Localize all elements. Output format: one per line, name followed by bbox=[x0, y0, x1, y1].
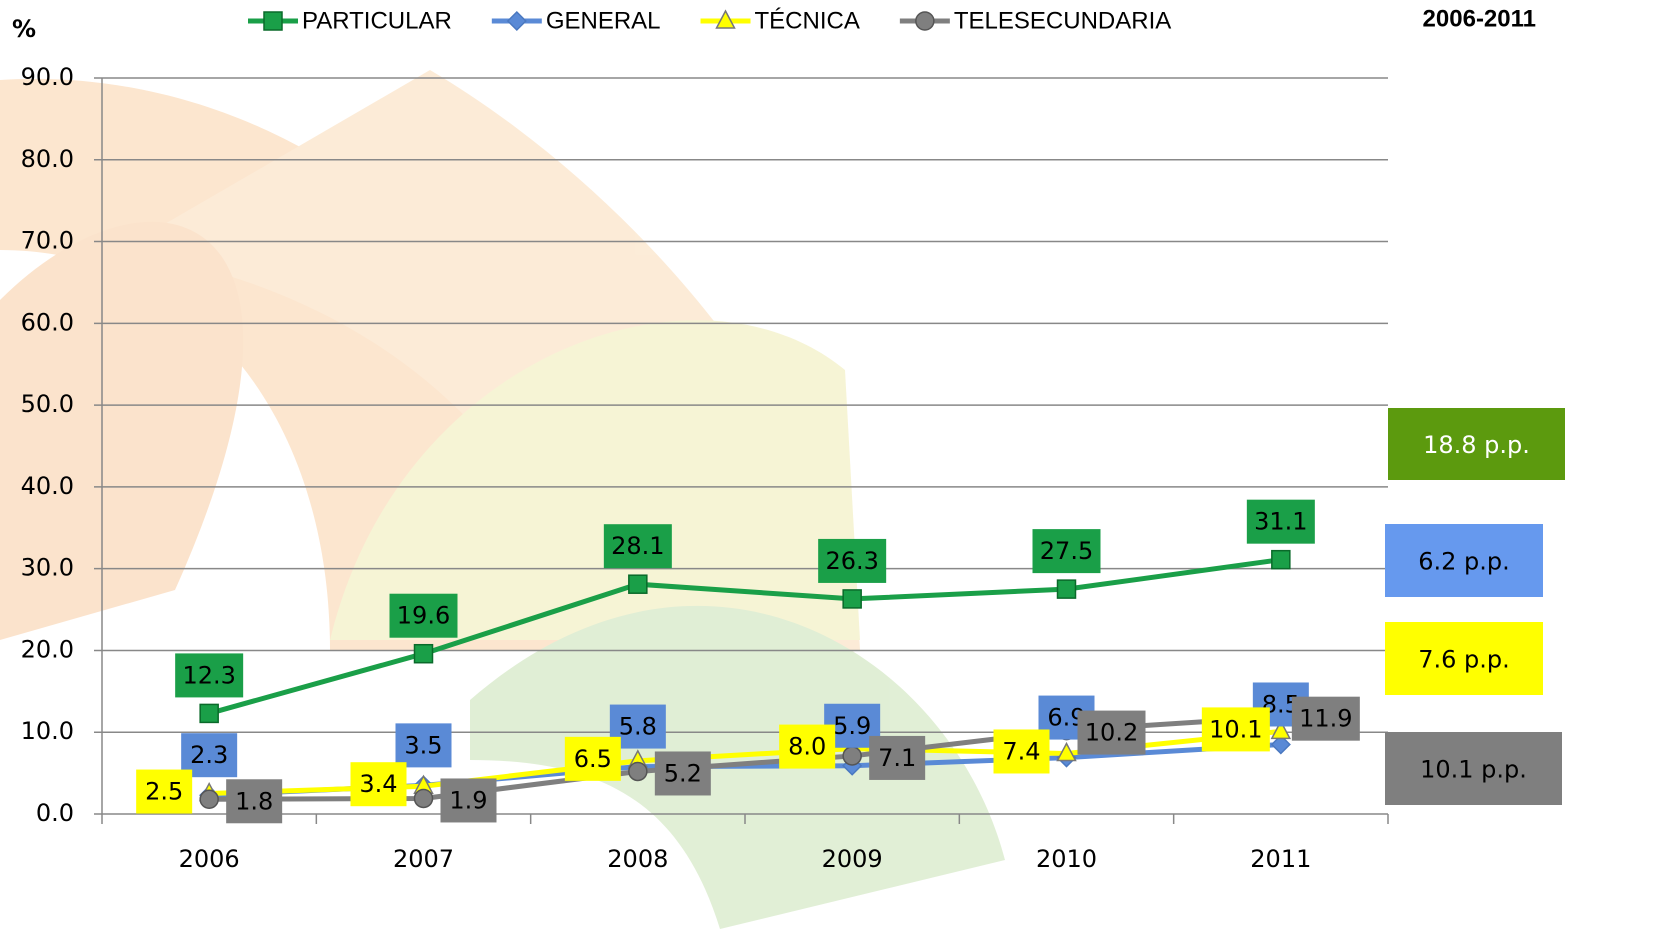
data-label: 26.3 bbox=[825, 547, 878, 575]
x-tick-label: 2008 bbox=[607, 845, 668, 873]
data-label: 5.8 bbox=[619, 713, 657, 741]
data-label: 28.1 bbox=[611, 532, 664, 560]
data-label: 5.9 bbox=[833, 712, 871, 740]
y-axis-label: % bbox=[12, 15, 36, 43]
y-tick-label: 40.0 bbox=[21, 472, 74, 500]
legend-label: PARTICULAR bbox=[302, 7, 452, 34]
marker bbox=[843, 747, 861, 765]
data-label: 3.5 bbox=[404, 731, 442, 759]
y-tick-label: 60.0 bbox=[21, 308, 74, 336]
x-tick-label: 2009 bbox=[822, 845, 883, 873]
legend-marker bbox=[916, 12, 934, 30]
data-label: 27.5 bbox=[1040, 537, 1093, 565]
legend: PARTICULAR GENERAL TÉCNICA TELESECUNDARIA bbox=[248, 7, 1171, 34]
data-label: 1.8 bbox=[235, 787, 273, 815]
legend-label: TELESECUNDARIA bbox=[954, 7, 1171, 34]
marker bbox=[843, 590, 861, 608]
data-label: 8.0 bbox=[788, 733, 826, 761]
legend-marker bbox=[508, 12, 526, 30]
data-label: 1.9 bbox=[449, 786, 487, 814]
x-tick-label: 2006 bbox=[179, 845, 240, 873]
y-tick-label: 10.0 bbox=[21, 717, 74, 745]
data-label: 7.1 bbox=[878, 744, 916, 772]
y-tick-label: 90.0 bbox=[21, 63, 74, 91]
data-label: 2.5 bbox=[145, 778, 183, 806]
y-tick-label: 20.0 bbox=[21, 635, 74, 663]
x-tick-label: 2007 bbox=[393, 845, 454, 873]
legend-marker bbox=[264, 12, 282, 30]
data-label: 2.3 bbox=[190, 741, 228, 769]
data-label: 5.2 bbox=[664, 759, 702, 787]
data-label: 11.9 bbox=[1299, 705, 1352, 733]
marker bbox=[1058, 580, 1076, 598]
annotation-text: 18.8 p.p. bbox=[1423, 431, 1530, 459]
data-label: 6.5 bbox=[574, 745, 612, 773]
data-label: 19.6 bbox=[397, 602, 450, 630]
marker bbox=[415, 789, 433, 807]
annotation-text: 6.2 p.p. bbox=[1418, 548, 1510, 576]
marker bbox=[415, 645, 433, 663]
data-label: 31.1 bbox=[1254, 508, 1307, 536]
y-tick-label: 80.0 bbox=[21, 145, 74, 173]
legend-label: TÉCNICA bbox=[755, 7, 860, 34]
y-tick-label: 50.0 bbox=[21, 390, 74, 418]
annotation-text: 7.6 p.p. bbox=[1418, 646, 1510, 674]
marker bbox=[200, 704, 218, 722]
marker bbox=[629, 575, 647, 593]
data-label: 3.4 bbox=[359, 770, 397, 798]
data-label: 7.4 bbox=[1002, 737, 1040, 765]
x-tick-label: 2010 bbox=[1036, 845, 1097, 873]
y-tick-label: 30.0 bbox=[21, 554, 74, 582]
subtitle: 2006-2011 bbox=[1423, 5, 1536, 32]
y-tick-label: 0.0 bbox=[36, 799, 74, 827]
data-label: 10.2 bbox=[1085, 719, 1138, 747]
data-label: 12.3 bbox=[182, 661, 235, 689]
legend-label: GENERAL bbox=[546, 7, 661, 34]
marker bbox=[629, 762, 647, 780]
annotation-text: 10.1 p.p. bbox=[1420, 756, 1527, 784]
data-label: 10.1 bbox=[1209, 715, 1262, 743]
x-tick-label: 2011 bbox=[1250, 845, 1311, 873]
y-tick-label: 70.0 bbox=[21, 227, 74, 255]
chart: % 2006-2011 0.0 10.0 20.0 30.0 40.0 50.0 60.0 7… bbox=[0, 0, 1666, 929]
marker bbox=[1272, 551, 1290, 569]
marker bbox=[200, 790, 218, 808]
